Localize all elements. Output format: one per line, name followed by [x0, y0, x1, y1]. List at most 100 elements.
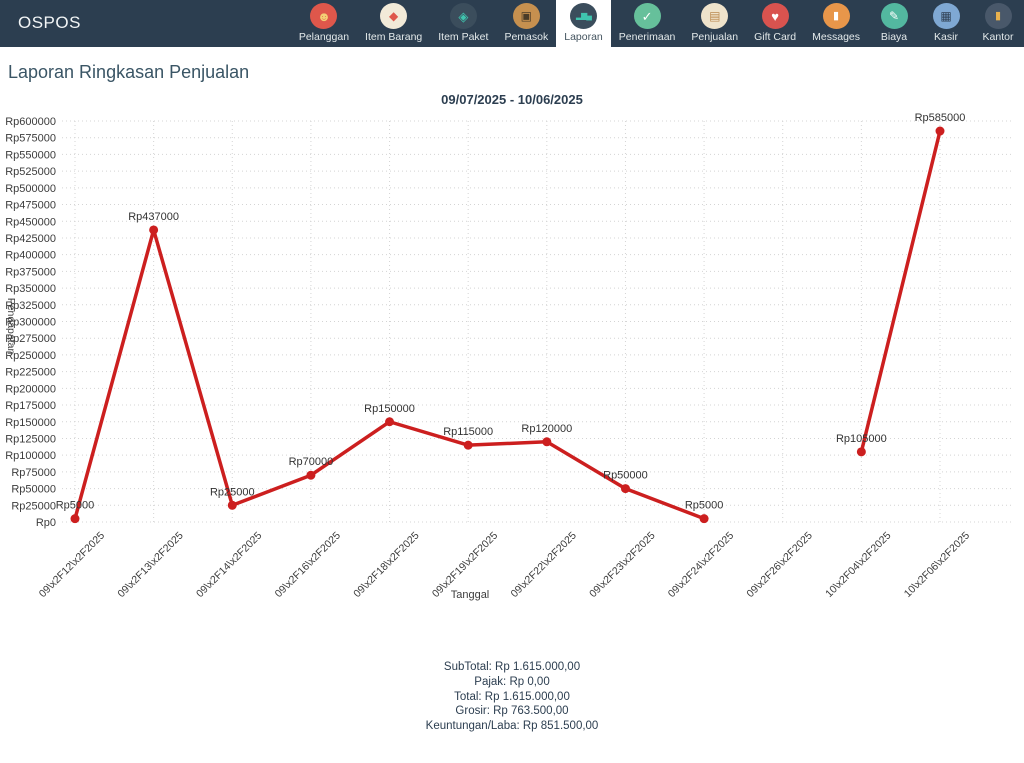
summary-line-keuntungan-laba: Keuntungan/Laba: Rp 851.500,00 — [425, 720, 599, 733]
y-axis-title: Pendapatan — [5, 298, 17, 355]
data-point — [149, 225, 159, 235]
customers-icon: ☻ — [310, 3, 338, 29]
top-navbar: OSPOS ☻ Pelanggan ◆ Item Barang ◈ Item Paket ▣… — [0, 0, 1024, 47]
y-axis-tick-label: Rp500000 — [5, 183, 56, 195]
reports-icon-glyph: ▂▆▄ — [576, 11, 592, 20]
nav-item-label: Pemasok — [504, 31, 549, 43]
sales-icon-glyph: ▤ — [709, 9, 721, 23]
y-axis-tick-label: Rp600000 — [5, 116, 56, 128]
x-axis-tick-label: 10\x2F04\x2F2025 — [823, 530, 894, 601]
nav-item-messages[interactable]: ▮ Messages — [804, 0, 868, 47]
series-line — [859, 129, 942, 454]
receivings-icon: ✓ — [633, 3, 661, 29]
nav-item-biaya[interactable]: ✎ Biaya — [868, 0, 920, 47]
y-axis-tick-label: Rp450000 — [5, 216, 56, 228]
data-point — [935, 126, 945, 136]
x-axis-tick-label: 09\x2F12\x2F2025 — [37, 530, 108, 601]
y-axis-tick-label: Rp225000 — [5, 367, 56, 379]
nav-item-label: Penjualan — [691, 31, 739, 43]
messages-icon-glyph: ▮ — [833, 9, 840, 22]
summary-line-pajak: Pajak: Rp 0,00 — [474, 675, 550, 688]
x-axis-tick-label: 09\x2F13\x2F2025 — [115, 530, 186, 601]
giftcard-icon: ♥ — [761, 3, 789, 29]
cashier-icon-glyph: ▦ — [940, 9, 952, 23]
y-axis-tick-label: Rp0 — [36, 517, 56, 529]
office-icon: ▮ — [984, 3, 1012, 29]
x-axis-tick-label: 09\x2F18\x2F2025 — [351, 530, 422, 601]
y-axis-tick-label: Rp550000 — [5, 149, 56, 161]
nav-item-penerimaan[interactable]: ✓ Penerimaan — [611, 0, 684, 47]
nav-item-pelanggan[interactable]: ☻ Pelanggan — [291, 0, 357, 47]
y-axis-tick-label: Rp350000 — [5, 283, 56, 295]
suppliers-icon-glyph: ▣ — [520, 9, 533, 23]
summary-line-grosir: Grosir: Rp 763.500,00 — [455, 705, 569, 718]
office-icon-glyph: ▮ — [994, 9, 1002, 22]
y-axis-tick-label: Rp400000 — [5, 250, 56, 262]
data-point — [385, 417, 395, 427]
items-icon: ◆ — [380, 3, 408, 29]
x-axis-title: Tanggal — [451, 589, 490, 601]
sales-summary-line-chart: Rp0 Rp25000 Rp50000 Rp75000 Rp100000 Rp125000… — [5, 112, 1014, 601]
data-point-label: Rp25000 — [210, 486, 255, 498]
report-summary: SubTotal: Rp 1.615.000,00 Pajak: Rp 0,00 T… — [0, 660, 1024, 734]
y-axis-tick-label: Rp475000 — [5, 200, 56, 212]
y-axis-tick-label: Rp175000 — [5, 400, 56, 412]
nav-item-pemasok[interactable]: ▣ Pemasok — [496, 0, 556, 47]
y-axis-tick-label: Rp300000 — [5, 317, 56, 329]
y-axis-tick-label: Rp275000 — [5, 333, 56, 345]
x-axis-tick-label: 09\x2F24\x2F2025 — [666, 530, 737, 601]
data-point — [463, 440, 473, 450]
nav-item-item-paket[interactable]: ◈ Item Paket — [430, 0, 496, 47]
nav-item-label: Biaya — [880, 31, 908, 43]
nav-item-kantor[interactable]: ▮ Kantor — [972, 0, 1024, 47]
y-axis-tick-label: Rp50000 — [11, 484, 56, 496]
nav-item-label: Item Paket — [438, 31, 489, 43]
x-axis-tick-label: 09\x2F14\x2F2025 — [194, 530, 265, 601]
y-axis-tick-label: Rp250000 — [5, 350, 56, 362]
summary-line-total: Total: Rp 1.615.000,00 — [454, 690, 570, 703]
item-kits-icon: ◈ — [449, 3, 477, 29]
y-axis-tick-label: Rp575000 — [5, 133, 56, 145]
data-point-label: Rp120000 — [521, 423, 572, 435]
nav-item-label: Penerimaan — [618, 31, 676, 43]
customers-icon-glyph: ☻ — [317, 8, 331, 24]
nav-item-gift-card[interactable]: ♥ Gift Card — [746, 0, 804, 47]
data-point — [856, 447, 866, 457]
report-page: Laporan Ringkasan Penjualan 09/07/2025 -… — [0, 62, 1024, 734]
nav-item-laporan[interactable]: ▂▆▄ Laporan — [556, 0, 611, 47]
nav-items: ☻ Pelanggan ◆ Item Barang ◈ Item Paket ▣ Pemaso… — [291, 0, 1024, 47]
item-kits-icon-glyph: ◈ — [458, 8, 469, 24]
receivings-icon-glyph: ✓ — [641, 8, 653, 24]
nav-item-item-barang[interactable]: ◆ Item Barang — [357, 0, 430, 47]
data-point-label: Rp150000 — [364, 403, 415, 415]
data-point-label: Rp115000 — [443, 426, 493, 438]
sales-icon: ▤ — [701, 3, 729, 29]
data-point — [227, 500, 237, 510]
y-axis-tick-label: Rp75000 — [11, 467, 56, 479]
y-axis-tick-label: Rp150000 — [5, 417, 56, 429]
data-point — [620, 484, 630, 494]
cashier-icon: ▦ — [932, 3, 960, 29]
data-point — [306, 470, 316, 480]
nav-item-label: Gift Card — [754, 31, 797, 43]
app-brand[interactable]: OSPOS — [18, 13, 81, 32]
data-point — [70, 514, 80, 524]
y-axis-tick-label: Rp375000 — [5, 266, 56, 278]
messages-icon: ▮ — [822, 3, 850, 29]
items-icon-glyph: ◆ — [389, 9, 399, 23]
nav-item-penjualan[interactable]: ▤ Penjualan — [683, 0, 746, 47]
y-axis-tick-label: Rp325000 — [5, 300, 56, 312]
nav-item-label: Item Barang — [365, 31, 423, 43]
data-point-label: Rp105000 — [836, 433, 887, 445]
nav-item-label: Pelanggan — [298, 31, 350, 43]
reports-icon: ▂▆▄ — [570, 3, 597, 29]
summary-line-subtotal: SubTotal: Rp 1.615.000,00 — [443, 661, 581, 673]
data-point-label: Rp585000 — [915, 112, 966, 124]
data-point — [542, 437, 552, 447]
nav-item-kasir[interactable]: ▦ Kasir — [920, 0, 972, 47]
nav-item-label: Messages — [812, 31, 860, 43]
data-point-label: Rp70000 — [289, 456, 334, 468]
nav-item-label: Kasir — [934, 31, 958, 43]
expenses-icon-glyph: ✎ — [888, 9, 900, 23]
page-title: Laporan Ringkasan Penjualan — [8, 62, 250, 82]
